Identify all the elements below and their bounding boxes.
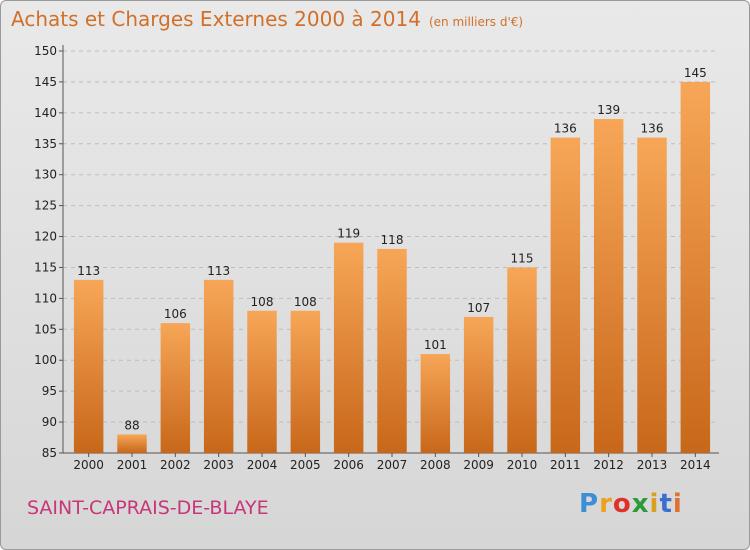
x-tick-label-2003: 2003 [203,458,234,472]
value-label-2012: 139 [597,103,620,117]
y-tick-label: 95 [42,384,57,398]
x-tick-label-2007: 2007 [377,458,408,472]
value-label-2002: 106 [164,307,187,321]
value-label-2004: 108 [251,295,274,309]
bar-2004 [247,310,277,453]
bar-2005 [290,310,321,453]
x-tick-label-2008: 2008 [420,458,451,472]
x-tick-label-2014: 2014 [680,458,711,472]
x-tick-label-2006: 2006 [333,458,364,472]
chart-title: Achats et Charges Externes 2000 à 2014 (e… [11,7,523,31]
logo-letter: t [659,489,673,519]
logo-letter: i [649,489,660,519]
value-label-2014: 145 [684,66,707,80]
x-tick-label-2002: 2002 [160,458,191,472]
bar-2006 [333,242,364,453]
value-label-2006: 119 [337,227,360,241]
value-label-2000: 113 [77,264,100,278]
bar-2003 [203,279,234,453]
chart-unit: (en milliers d'€) [428,15,524,29]
bar-2007 [377,248,407,453]
logo-letter: P [579,489,600,519]
y-tick-label: 135 [34,137,57,151]
x-tick-label-2005: 2005 [290,458,321,472]
bar-2012 [593,119,624,454]
y-tick-label: 100 [34,353,57,367]
y-tick-label: 105 [34,322,57,336]
x-tick-label-2004: 2004 [247,458,278,472]
y-tick-label: 140 [34,106,57,120]
proxiti-logo[interactable]: Proxiti [579,489,683,519]
y-tick-label: 120 [34,230,57,244]
bar-2001 [117,434,147,453]
value-label-2003: 113 [207,264,230,278]
y-tick-label: 85 [42,446,57,460]
value-label-2008: 101 [424,338,447,352]
y-tick-label: 90 [42,415,57,429]
x-tick-label-2012: 2012 [593,458,624,472]
value-label-2005: 108 [294,295,317,309]
value-label-2007: 118 [381,233,404,247]
x-tick-label-2010: 2010 [507,458,538,472]
bar-2002 [160,323,191,453]
bar-2010 [507,267,537,453]
bar-2008 [420,354,451,453]
y-tick-label: 145 [34,75,57,89]
x-tick-label-2000: 2000 [73,458,104,472]
y-tick-label: 150 [34,44,57,58]
logo-letter: x [631,489,650,519]
value-label-2010: 115 [511,251,534,265]
commune-name: SAINT-CAPRAIS-DE-BLAYE [27,497,269,519]
x-tick-label-2011: 2011 [550,458,581,472]
x-tick-label-2009: 2009 [463,458,494,472]
y-tick-label: 125 [34,199,57,213]
logo-letter: o [612,489,632,519]
logo-letter: i [672,489,683,519]
bars [73,81,711,454]
y-tick-label: 115 [34,260,57,274]
value-labels: 113 88 106 113 108 108 119 118 101 107 115 136 139 13… [77,66,707,433]
x-tick-label-2001: 2001 [117,458,148,472]
logo-letter: r [599,489,613,519]
axes: 85 90 95 100 105 110 115 120 125 130 135 140 145 150 2… [34,44,719,472]
value-label-2009: 107 [467,301,490,315]
bar-2009 [463,316,494,453]
value-label-2011: 136 [554,122,577,136]
bar-2011 [550,137,581,454]
chart-title-text: Achats et Charges Externes 2000 à 2014 [11,7,421,31]
y-tick-label: 130 [34,168,57,182]
value-label-2001: 88 [124,418,139,432]
value-label-2013: 136 [641,122,664,136]
x-tick-label-2013: 2013 [637,458,668,472]
bar-2000 [73,279,104,453]
y-tick-label: 110 [34,291,57,305]
bar-2013 [637,137,667,454]
bar-2014 [680,81,711,453]
